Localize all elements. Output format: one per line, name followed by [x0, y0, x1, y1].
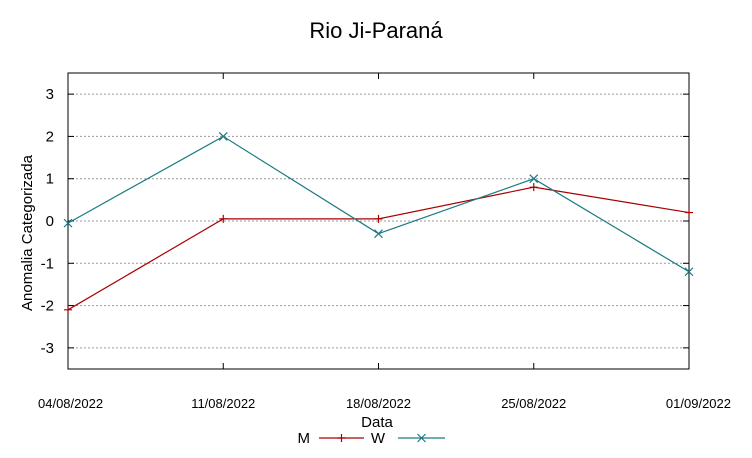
x-tick-label: 11/08/2022 — [191, 396, 255, 411]
series-w — [63, 132, 694, 277]
x-axis-label: Data — [361, 414, 393, 431]
series-m-point — [219, 214, 228, 223]
series-m-point — [685, 208, 693, 217]
series-w-point — [218, 132, 228, 141]
y-axis-label: Anomalia Categorizada — [19, 154, 36, 311]
legend-label-m: M — [298, 430, 311, 447]
x-tick-label: 25/08/2022 — [501, 396, 566, 411]
series-m-point — [374, 214, 383, 223]
series-m-point — [529, 183, 538, 192]
legend-marker-w — [417, 433, 426, 443]
x-tick-label: 18/08/2022 — [346, 396, 411, 411]
legend-marker-m — [337, 434, 346, 442]
y-tick-label: -2 — [41, 298, 54, 315]
y-tick-label: -1 — [41, 255, 54, 272]
series-m-line — [67, 186, 690, 311]
y-tick-label: 2 — [46, 128, 54, 145]
series-w-line — [67, 135, 690, 273]
grid-lines — [68, 93, 689, 349]
series-w-point — [684, 267, 694, 277]
x-tick-label: 01/09/2022 — [666, 396, 731, 411]
y-tick-label: 1 — [46, 171, 54, 188]
y-tick-label: 0 — [46, 213, 54, 230]
x-axis: 04/08/2022 11/08/2022 18/08/2022 25/08/2022… — [38, 73, 731, 411]
x-tick-label: 04/08/2022 — [38, 396, 103, 411]
series-m-point — [64, 305, 72, 314]
y-tick-label: -3 — [41, 340, 54, 357]
series-w-point — [529, 174, 539, 184]
series-w-point — [374, 229, 383, 239]
y-tick-label: 3 — [46, 86, 54, 103]
series-m — [64, 183, 693, 314]
legend-label-w: W — [371, 430, 386, 447]
series-group — [63, 132, 694, 314]
chart-title: Rio Ji-Paraná — [309, 18, 443, 43]
series-w-point — [63, 218, 73, 228]
